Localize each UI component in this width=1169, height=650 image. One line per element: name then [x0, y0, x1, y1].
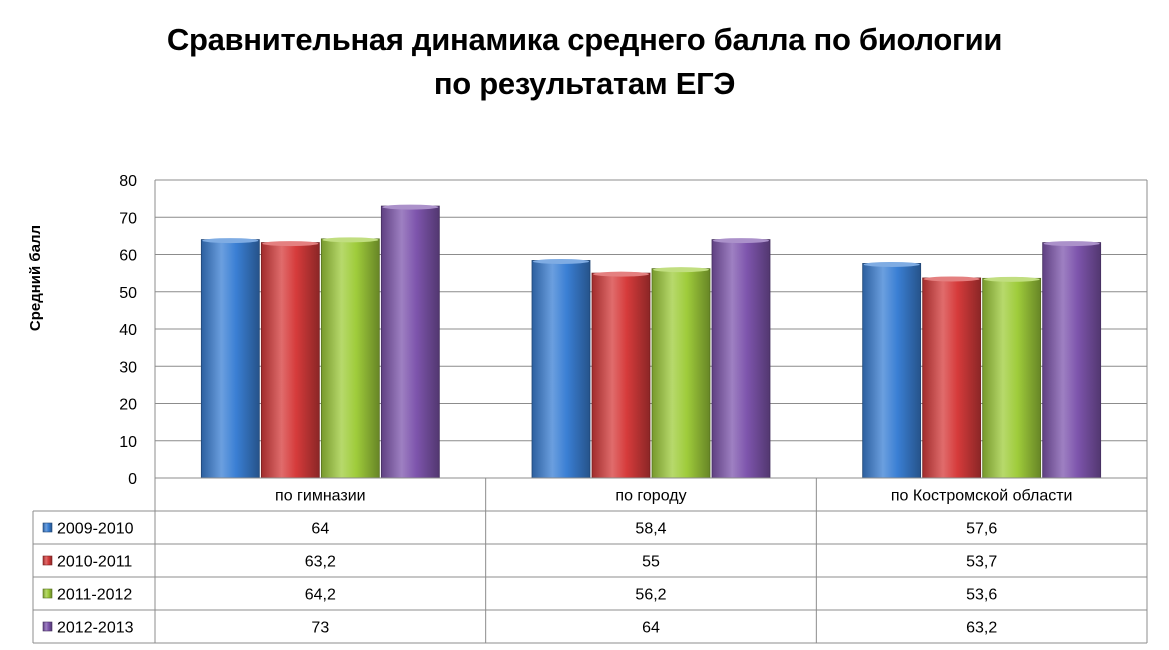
bar-body: [260, 242, 320, 479]
y-tick-label: 20: [119, 397, 137, 414]
y-tick-label: 40: [119, 322, 137, 339]
bar-top: [1043, 241, 1100, 247]
table-value: 64: [311, 521, 329, 538]
bar: [1042, 241, 1102, 479]
table-value: 64: [642, 620, 660, 637]
bar-top: [863, 261, 920, 267]
bar: [982, 276, 1042, 479]
y-tick-label: 80: [119, 173, 137, 190]
category-label: по гимназии: [275, 488, 366, 505]
y-tick-label: 60: [119, 248, 137, 265]
y-tick-label: 10: [119, 434, 137, 451]
table-value: 63,2: [305, 554, 336, 571]
y-tick-label: 0: [128, 471, 137, 488]
bar-body: [922, 277, 982, 479]
y-tick-label: 70: [119, 210, 137, 227]
table-value: 55: [642, 554, 660, 571]
legend-key: [42, 588, 53, 599]
bar: [260, 241, 320, 479]
table-value: 53,6: [966, 587, 997, 604]
table-value: 56,2: [635, 587, 666, 604]
chart-title-line-2: по результатам ЕГЭ: [433, 66, 736, 101]
data-table: по гимназии по городу по Костромской облас…: [32, 477, 1148, 644]
legend-series-name: 2009-2010: [57, 521, 134, 538]
chart-title: Сравнительная динамика среднего балла по…: [0, 18, 1169, 106]
bar-body: [862, 263, 922, 479]
bar-top: [533, 258, 589, 264]
bar: [200, 238, 260, 479]
bar-top: [983, 276, 1040, 282]
bar: [531, 258, 591, 479]
table-value: 57,6: [966, 521, 997, 538]
table-value: 73: [311, 620, 329, 637]
bars: [200, 204, 1102, 479]
legend-series-name: 2012-2013: [57, 620, 134, 637]
bar-body: [651, 268, 711, 479]
bar-body: [591, 272, 651, 479]
y-tick-label: 50: [119, 285, 137, 302]
category-label: по городу: [615, 488, 686, 505]
bar-body: [1042, 242, 1102, 479]
bar: [862, 261, 922, 479]
legend-series-name: 2010-2011: [57, 554, 132, 571]
bar-body: [531, 260, 591, 479]
bar-top: [382, 204, 439, 210]
legend-series-name: 2011-2012: [57, 587, 132, 604]
legend-key: [42, 621, 53, 632]
bar: [591, 271, 651, 479]
bar: [320, 237, 380, 479]
bar-top: [653, 267, 709, 273]
bar: [711, 238, 771, 479]
table-value: 58,4: [635, 521, 666, 538]
table-value: 64,2: [305, 587, 336, 604]
table-value: 63,2: [966, 620, 997, 637]
y-tick-label: 30: [119, 359, 137, 376]
category-label: по Костромской области: [891, 488, 1073, 505]
bar-top: [713, 238, 769, 244]
bar-top: [262, 241, 319, 247]
bar: [380, 204, 440, 479]
bar: [922, 276, 982, 479]
chart-title-line-1: Сравнительная динамика среднего балла по…: [166, 22, 1003, 57]
bar: [651, 267, 711, 479]
bar-top: [593, 271, 649, 277]
bar-body: [982, 277, 1042, 479]
legend-key: [42, 555, 53, 566]
grid-lines: [154, 179, 1148, 479]
bar-body: [200, 239, 260, 479]
table-value: 53,7: [966, 554, 997, 571]
bar-top: [202, 238, 259, 244]
bar-top: [322, 237, 379, 243]
bar-body: [320, 238, 380, 479]
legend-key: [42, 522, 53, 533]
bar-body: [380, 205, 440, 479]
y-axis-ticks: 0 10 20 30 40 50 60 70 80: [119, 173, 137, 488]
bar-body: [711, 239, 771, 479]
bar-top: [923, 276, 980, 282]
